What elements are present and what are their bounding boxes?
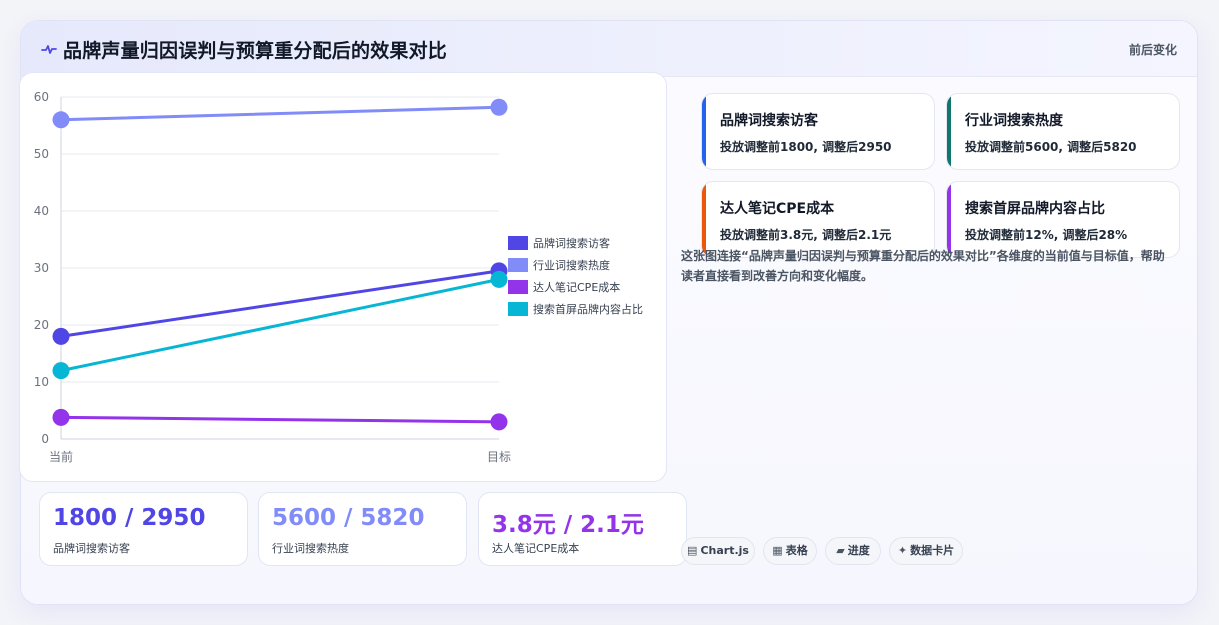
data-point — [52, 111, 70, 129]
metric-detail: 投放调整前5600, 调整后5820 — [965, 140, 1137, 154]
chip-label: 数据卡片 — [910, 544, 955, 557]
stat-label: 达人笔记CPE成本 — [492, 542, 580, 555]
chip-label: 表格 — [785, 544, 808, 557]
chip-chart[interactable]: ▤ Chart.js — [681, 537, 755, 565]
metric-card: 达人笔记CPE成本投放调整前3.8元, 调整后2.1元 — [701, 181, 935, 258]
legend-swatch — [508, 280, 528, 294]
stat-card: 3.8元 / 2.1元达人笔记CPE成本 — [478, 492, 687, 566]
metric-title: 搜索首屏品牌内容占比 — [965, 201, 1105, 217]
series-line — [59, 105, 501, 122]
accent-bar — [702, 94, 706, 169]
chart-icon: ▤ — [687, 544, 698, 557]
y-tick-label: 60 — [34, 90, 49, 104]
pulse-icon — [41, 45, 57, 54]
stat-value: 1800 / 2950 — [53, 505, 206, 531]
y-tick-label: 40 — [34, 204, 49, 218]
series-line — [59, 269, 501, 338]
series-line — [59, 415, 501, 424]
series-line — [59, 277, 501, 373]
legend-label: 行业词搜索热度 — [533, 258, 610, 272]
legend-label: 搜索首屏品牌内容占比 — [533, 302, 643, 316]
legend-label: 品牌词搜索访客 — [533, 236, 610, 250]
chart-description: 这张图连接“品牌声量归因误判与预算重分配后的效果对比”各维度的当前值与目标值，帮… — [681, 249, 1165, 283]
stat-label: 品牌词搜索访客 — [53, 542, 130, 555]
chip-table[interactable]: ▦ 表格 — [763, 537, 817, 565]
legend-swatch — [508, 236, 528, 250]
data-point — [490, 270, 508, 288]
y-tick-label: 50 — [34, 147, 49, 161]
legend-swatch — [508, 302, 528, 316]
page-title: 品牌声量归因误判与预算重分配后的效果对比 — [63, 40, 448, 62]
data-point — [490, 413, 508, 431]
accent-bar — [947, 182, 951, 257]
metric-card: 搜索首屏品牌内容占比投放调整前12%, 调整后28% — [946, 181, 1180, 258]
line-chart-panel: 0 10 20 30 40 50 60 当前 目标 品牌词搜索访客 行业词搜索热度 达人笔记CPE成本… — [19, 72, 667, 482]
metric-detail: 投放调整前12%, 调整后28% — [965, 228, 1128, 242]
metric-card: 行业词搜索热度投放调整前5600, 调整后5820 — [946, 93, 1180, 170]
card-header: 品牌声量归因误判与预算重分配后的效果对比 前后变化 — [21, 21, 1197, 77]
accent-bar — [702, 182, 706, 257]
data-point — [52, 408, 70, 426]
stat-card: 1800 / 2950 品牌词搜索访客 — [39, 492, 248, 566]
line-chart: 0 10 20 30 40 50 60 当前 目标 品牌词搜索访客行业词搜索热度达人笔记CPE成本… — [34, 90, 643, 464]
metric-card: 品牌词搜索访客投放调整前1800, 调整后2950 — [701, 93, 935, 170]
stat-card: 5600 / 5820 行业词搜索热度 — [258, 492, 467, 566]
y-tick-label: 20 — [34, 318, 49, 332]
data-point — [490, 98, 508, 116]
y-tick-label: 30 — [34, 261, 49, 275]
x-tick-label: 目标 — [487, 450, 511, 464]
y-tick-label: 0 — [41, 432, 49, 446]
metric-detail: 投放调整前1800, 调整后2950 — [720, 140, 892, 154]
legend-swatch — [508, 258, 528, 272]
metric-title: 达人笔记CPE成本 — [720, 201, 835, 217]
sparkle-icon: ✦ — [897, 544, 908, 557]
chip-sparkle[interactable]: ✦ 数据卡片 — [889, 537, 963, 565]
metric-detail: 投放调整前3.8元, 调整后2.1元 — [720, 228, 892, 242]
table-icon: ▦ — [772, 544, 783, 557]
accent-bar — [947, 94, 951, 169]
chip-label: Chart.js — [700, 544, 749, 557]
legend-label: 达人笔记CPE成本 — [533, 280, 620, 294]
stat-label: 行业词搜索热度 — [272, 542, 349, 555]
x-tick-label: 当前 — [49, 449, 73, 464]
stat-value: 3.8元 / 2.1元 — [492, 512, 644, 538]
metric-title: 品牌词搜索访客 — [720, 113, 818, 129]
data-point — [52, 327, 70, 345]
stat-value: 5600 / 5820 — [272, 505, 425, 531]
progress-icon: ▰ — [836, 544, 845, 557]
chip-label: 进度 — [847, 544, 870, 557]
change-tag: 前后变化 — [1128, 43, 1177, 57]
y-tick-label: 10 — [34, 375, 49, 389]
metric-title: 行业词搜索热度 — [965, 113, 1063, 129]
data-point — [52, 362, 70, 380]
chip-progress[interactable]: ▰ 进度 — [825, 537, 881, 565]
